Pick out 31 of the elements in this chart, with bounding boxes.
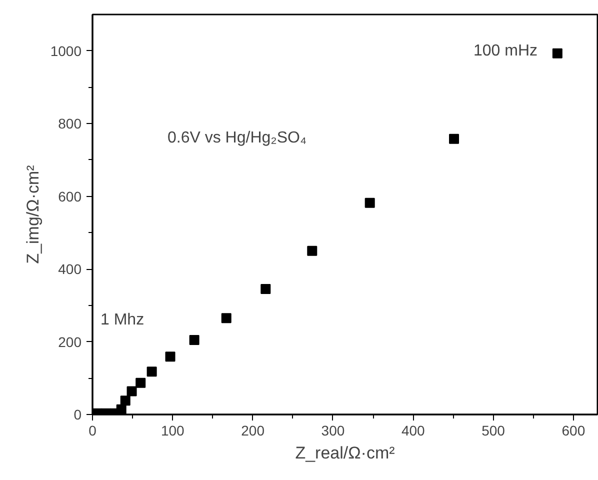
annotation: 1 Mhz <box>100 312 144 328</box>
annotation: 0.6V vs Hg/Hg₂SO₄ <box>168 130 307 146</box>
x-tick-label: 200 <box>241 422 265 438</box>
x-axis-title: Z_real/Ω·cm² <box>295 444 396 462</box>
point <box>136 378 146 388</box>
y-axis-title: Z_img/Ω·cm² <box>23 164 42 264</box>
y-tick-label: 800 <box>58 116 82 132</box>
y-tick-label: 200 <box>58 334 82 350</box>
x-tick-label: 300 <box>321 422 345 438</box>
x-tick-label: 100 <box>160 422 185 438</box>
point <box>221 313 232 324</box>
point <box>449 134 460 144</box>
y-tick-label: 0 <box>74 406 82 422</box>
annotation: 100 mHz <box>473 42 538 60</box>
x-tick-label: 0 <box>88 422 97 438</box>
y-tick-label: 1000 <box>50 42 82 59</box>
point <box>146 366 157 377</box>
point <box>364 198 375 208</box>
y-tick-label: 600 <box>58 188 82 204</box>
point <box>126 386 137 396</box>
point <box>260 284 271 294</box>
point <box>552 48 562 58</box>
point <box>120 396 130 406</box>
point <box>165 352 176 362</box>
x-tick-label: 400 <box>401 422 426 438</box>
y-tick-label: 400 <box>58 261 82 278</box>
point <box>189 334 200 345</box>
x-tick-label: 600 <box>562 422 586 438</box>
x-tick-label: 500 <box>482 422 506 438</box>
point <box>116 404 126 414</box>
point <box>307 246 318 256</box>
